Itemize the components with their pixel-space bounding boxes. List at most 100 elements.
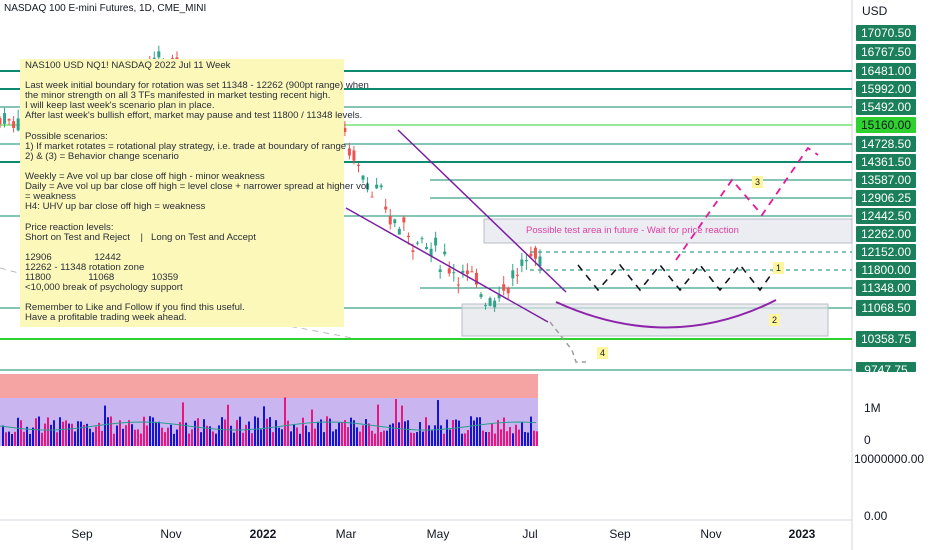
volume-bar [515,424,517,446]
volume-bar [461,433,463,446]
volume-bar [491,423,493,446]
candle-body [479,294,483,297]
x-tick-label: May [426,527,450,541]
price-level-tag[interactable]: 12442.50 [856,208,916,224]
price-level-tag[interactable]: 12262.00 [856,226,916,242]
volume-bar [146,425,148,446]
x-tick-label: Sep [609,527,631,541]
volume-bar [293,424,295,446]
candle-body [461,270,465,273]
volume-bar [101,430,103,446]
volume-bar [449,429,451,446]
test-area-box [483,218,853,244]
volume-bar [257,417,259,446]
volume-bar [359,431,361,446]
candle-body [3,113,7,124]
candle-body [352,150,356,161]
volume-bar [446,419,448,446]
volume-bar [119,420,121,446]
price-level-tag[interactable]: 16767.50 [856,44,916,60]
price-level-tag[interactable]: 11800.00 [856,262,916,278]
price-level-tag[interactable]: 17070.50 [856,25,916,41]
note-line: Daily = Ave vol up bar close off high = … [25,181,369,193]
lower-axis-top: 10000000.00 [854,452,925,466]
price-level-tag[interactable]: 16481.00 [856,63,916,79]
price-level-tag[interactable]: 13587.00 [856,172,916,188]
price-level-tag[interactable]: 12152.00 [856,244,916,260]
candle-body [443,251,447,255]
volume-bar [530,416,532,446]
volume-bar [116,425,118,446]
candle-body [157,51,161,58]
volume-bar [395,399,397,446]
volume-bar [404,421,406,446]
volume-bar [5,432,7,446]
candle-body [366,183,370,190]
volume-bar [251,433,253,446]
note-line: 12262 - 11348 rotation zone [25,261,145,273]
x-tick-label: Nov [160,527,182,541]
support-zone-box [461,303,829,337]
scenario-label-2: 2 [769,314,780,326]
volume-bar [407,420,409,446]
volume-bar [512,433,514,446]
price-level-tag[interactable]: 15492.00 [856,99,916,115]
price-level-tag[interactable]: 15160.00 [856,117,916,133]
volume-bar [383,430,385,446]
candle-body [520,259,524,266]
volume-bar [50,424,52,446]
volume-bar [152,417,154,446]
analysis-note[interactable]: NAS100 USD NQ1! NASDAQ 2022 Jul 11 Week … [20,59,369,327]
volume-bar [164,432,166,446]
volume-bar [41,432,43,446]
volume-bar [323,432,325,446]
volume-bar [317,421,319,446]
volume-bar [389,424,391,446]
volume-bar [452,420,454,446]
volume-bar [272,432,274,446]
volume-bar [299,433,301,446]
volume-bar [524,431,526,446]
volume-bar [353,420,355,446]
volume-bar [254,416,256,446]
candle-body [524,260,528,262]
volume-bar [464,433,466,446]
volume-bar [59,417,61,446]
price-level-tag[interactable]: 12906.25 [856,190,916,206]
price-level-tag[interactable]: 11348.00 [856,280,916,296]
note-line: Price reaction levels: [25,221,114,233]
volume-bar [176,429,178,446]
note-line: Have a profitable trading week ahead. [25,312,187,324]
volume-bar [242,432,244,446]
volume-bar [365,419,367,446]
price-level-tag[interactable]: 14361.50 [856,154,916,170]
volume-bar [479,417,481,446]
volume-bar [227,404,229,446]
volume-bar [44,423,46,446]
old-trend-dash [0,267,353,339]
price-level-tag[interactable]: 14728.50 [856,136,916,152]
price-level-tag[interactable]: 11068.50 [856,300,916,316]
volume-bar [206,425,208,446]
volume-bar [185,422,187,446]
volume-bar [245,424,247,446]
candle-body [425,247,429,249]
price-level-tag[interactable]: 15992.00 [856,81,916,97]
candle-body [384,206,388,210]
price-level-tag[interactable]: 10358.75 [856,331,916,347]
volume-bar [194,420,196,446]
volume-bar [443,433,445,446]
volume-ma-line [0,421,537,431]
candle-body [415,242,419,244]
volume-bar [347,427,349,446]
price-level-tag[interactable]: 9747.75 [856,362,916,372]
volume-bar [533,430,535,446]
volume-bar [320,419,322,446]
volume-bar [239,416,241,446]
volume-bar [470,416,472,446]
candle-body [411,250,415,252]
candle-body [397,228,401,235]
volume-bar [125,425,127,446]
